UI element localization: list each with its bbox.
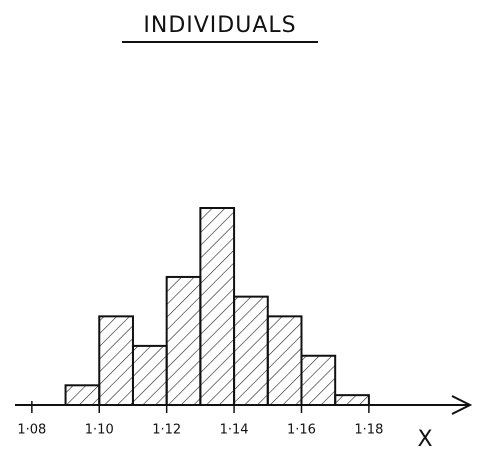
x-axis-label: X [417,427,432,450]
histogram-bar [301,356,335,405]
chart: INDIVIDUALS X 1·08 1·10 1·12 1·14 1·16 1·18 [0,0,485,450]
histogram-bar [200,208,234,405]
histogram-bar [268,316,302,405]
histogram-bar [66,385,100,405]
x-tick-label: 1·10 [85,423,114,438]
x-tick-label: 1·08 [17,423,46,438]
chart-title: INDIVIDUALS [143,13,296,38]
histogram-bar [234,297,268,405]
histogram-bar [167,277,201,405]
x-tick-label: 1·18 [354,423,383,438]
x-tick-label: 1·16 [287,423,316,438]
histogram-bar [335,395,369,405]
histogram-bar [99,316,133,405]
x-tick-label: 1·14 [220,423,249,438]
histogram-bar [133,346,167,405]
x-tick-label: 1·12 [152,423,181,438]
